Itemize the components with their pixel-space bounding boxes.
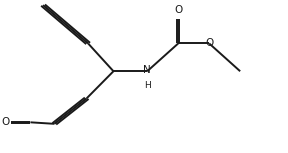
Text: H: H	[144, 81, 151, 90]
Text: N: N	[143, 65, 151, 75]
Text: O: O	[1, 117, 10, 127]
Text: O: O	[205, 38, 213, 49]
Text: O: O	[174, 5, 182, 15]
